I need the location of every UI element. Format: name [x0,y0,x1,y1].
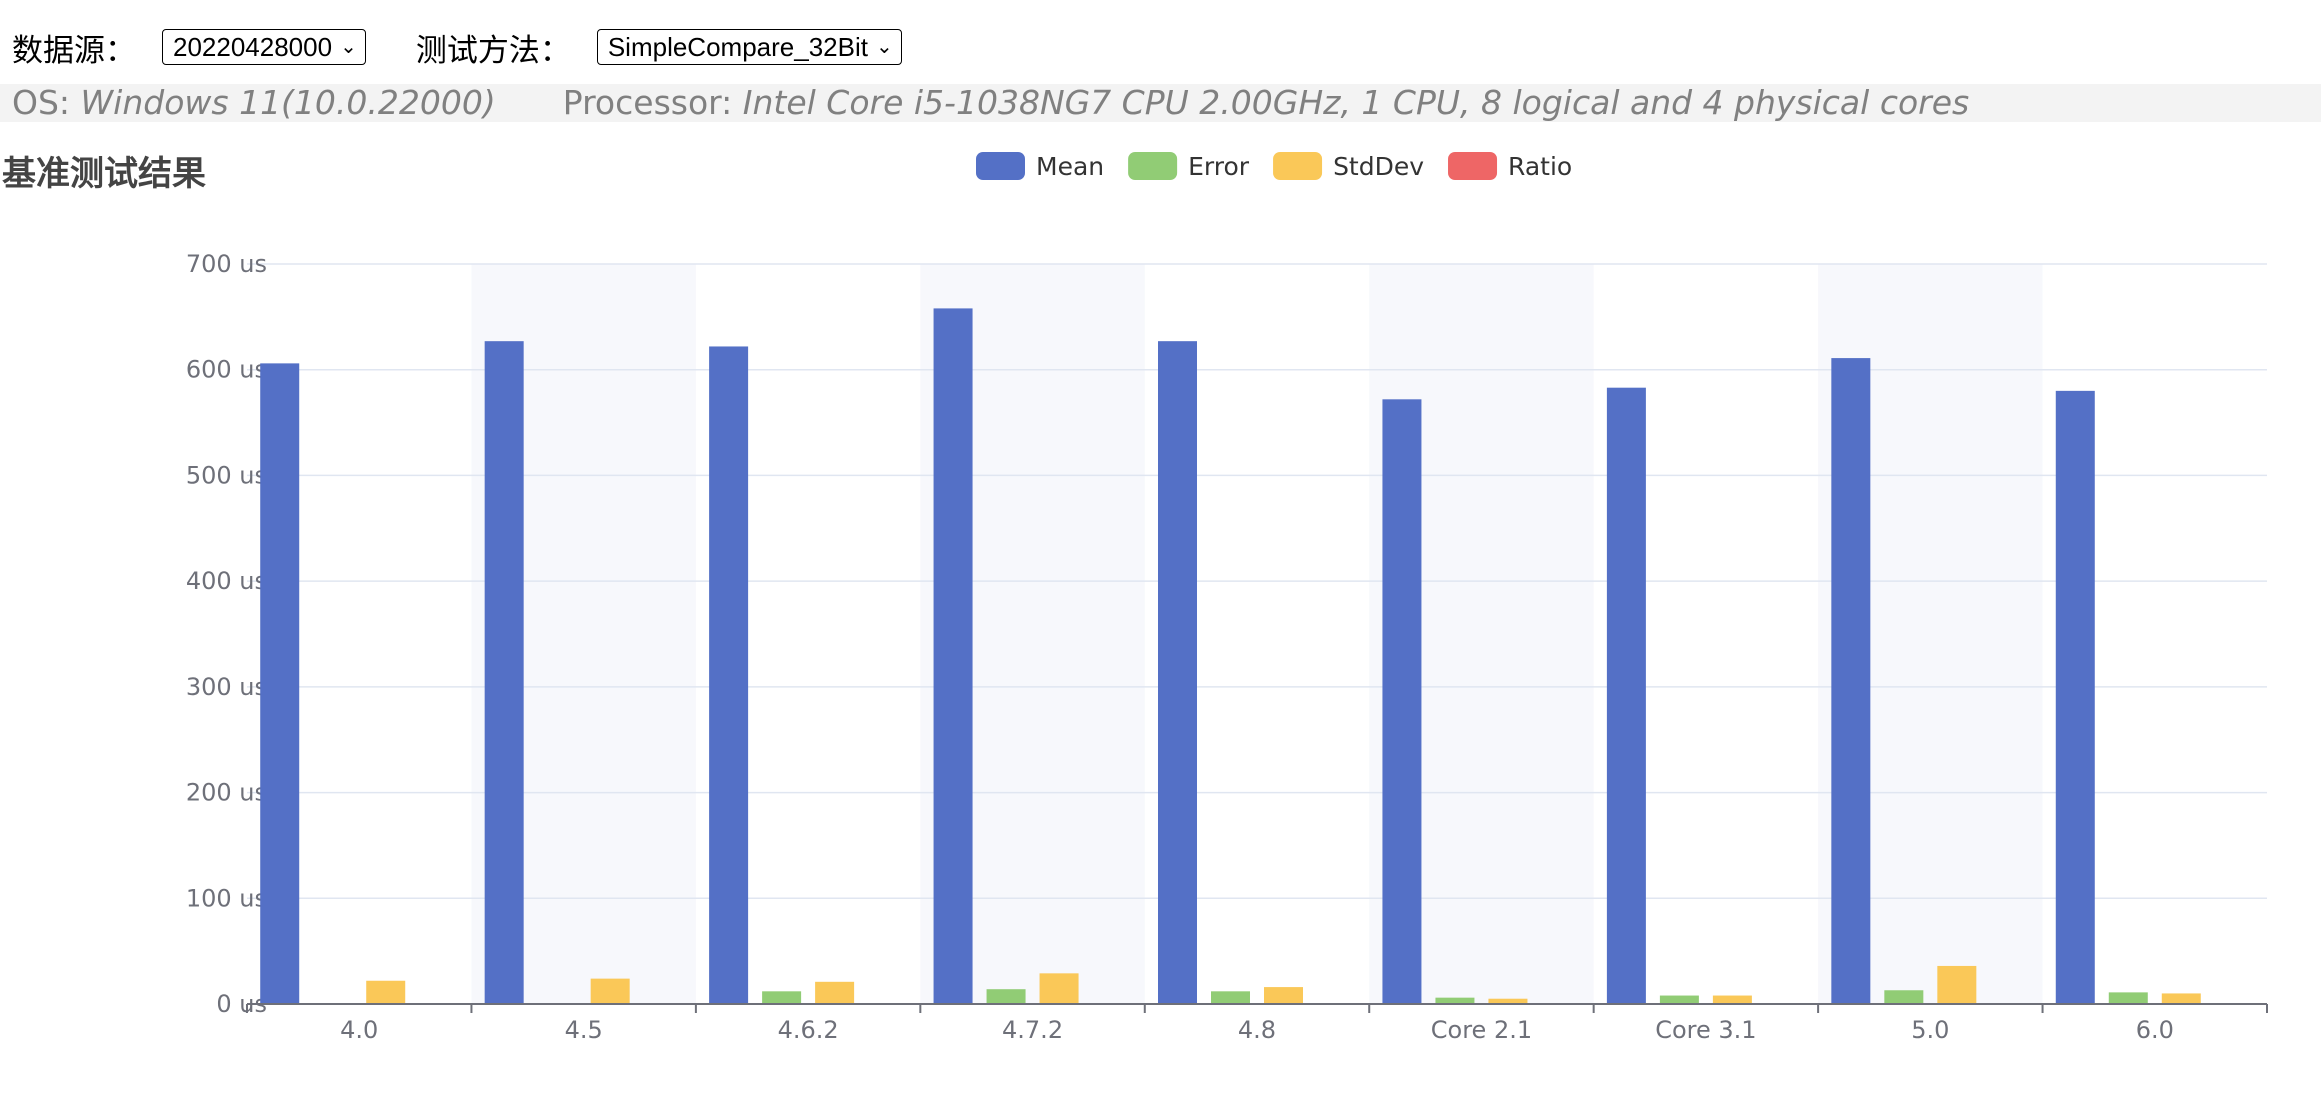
y-tick-label: 700 us [186,250,267,278]
x-tick-label: 4.6.2 [778,1016,839,1044]
x-tick-label: Core 3.1 [1655,1016,1756,1044]
bar-mean[interactable] [1606,387,1646,1005]
legend-label: Ratio [1508,152,1572,181]
system-info-bar: OS: Windows 11(10.0.22000) Processor: In… [0,84,2321,122]
bar-stddev[interactable] [366,980,406,1004]
x-tick-label: 4.0 [340,1016,378,1044]
y-tick-label: 400 us [186,567,267,595]
processor-value: Intel Core i5-1038NG7 CPU 2.00GHz, 1 CPU… [742,84,1970,122]
bar-mean[interactable] [484,341,524,1005]
data-source-label: 数据源： [12,32,136,69]
y-tick-label: 300 us [186,673,267,701]
bar-mean[interactable] [2055,390,2095,1004]
bar-stddev[interactable] [1937,965,1977,1004]
legend-swatch [976,152,1025,180]
legend-item-mean[interactable]: Mean [976,152,1104,181]
toolbar: 数据源： 20220428000 ⌄ 测试方法： SimpleCompare_3… [12,22,902,72]
test-method-value: SimpleCompare_32Bit [607,31,868,62]
bar-error[interactable] [2108,992,2148,1004]
legend: Mean Error StdDev Ratio [976,152,1572,181]
x-tick-label: 5.0 [1911,1016,1949,1044]
x-tick-label: 4.5 [565,1016,603,1044]
bars [260,308,2201,1005]
category-bands [471,264,2043,1004]
data-source-value: 20220428000 [173,31,333,62]
chevron-down-icon: ⌄ [340,36,357,58]
bar-mean[interactable] [1382,399,1422,1004]
bar-stddev[interactable] [2161,993,2201,1004]
legend-swatch [1273,152,1323,180]
x-tick-label: 4.7.2 [1002,1016,1063,1044]
bar-stddev[interactable] [1488,998,1528,1004]
y-tick-label: 200 us [186,779,267,807]
bar-stddev[interactable] [590,978,630,1004]
bar-mean[interactable] [260,363,300,1004]
bar-mean[interactable] [1158,341,1197,1005]
x-tick-label: Core 2.1 [1431,1016,1532,1044]
bar-error[interactable] [1659,995,1699,1004]
bar-stddev[interactable] [1264,987,1303,1004]
bar-error[interactable] [762,991,802,1004]
bar-stddev[interactable] [1712,995,1752,1004]
legend-label: Error [1188,152,1250,181]
bar-mean[interactable] [1831,358,1871,1005]
legend-label: Mean [1036,152,1104,181]
bar-mean[interactable] [709,346,749,1004]
legend-item-ratio[interactable]: Ratio [1448,152,1572,181]
bar-stddev[interactable] [1039,973,1079,1004]
bar-error[interactable] [986,989,1026,1004]
processor-label: Processor: [562,84,733,122]
x-tick-label: 4.8 [1238,1016,1276,1044]
bar-error[interactable] [1884,990,1924,1004]
bar-stddev[interactable] [815,981,855,1004]
chart-title: 基准测试结果 [2,154,206,194]
legend-swatch [1128,152,1178,180]
y-tick-label: 500 us [186,461,267,489]
os-value: Windows 11(10.0.22000) [80,84,496,122]
bar-error[interactable] [1211,991,1250,1004]
x-axis: 4.0 4.5 4.6.2 4.7.2 4.8 Core 2.1 Core 3.1 5.0 6.… [246,1003,2268,1044]
test-method-select[interactable]: SimpleCompare_32Bit ⌄ [596,29,902,65]
bar-mean[interactable] [933,308,973,1004]
bar-error[interactable] [1435,997,1475,1004]
chevron-down-icon: ⌄ [875,36,893,58]
y-tick-label: 600 us [186,356,267,384]
legend-swatch [1448,152,1498,180]
legend-item-stddev[interactable]: StdDev [1273,152,1424,181]
os-label: OS: [12,84,71,122]
legend-label: StdDev [1333,152,1424,181]
legend-item-error[interactable]: Error [1128,152,1250,181]
data-source-select[interactable]: 20220428000 ⌄ [162,29,366,65]
test-method-label: 测试方法： [415,32,571,69]
grid-lines [247,263,2267,900]
x-tick-label: 6.0 [2136,1016,2174,1044]
y-tick-label: 100 us [186,884,267,912]
